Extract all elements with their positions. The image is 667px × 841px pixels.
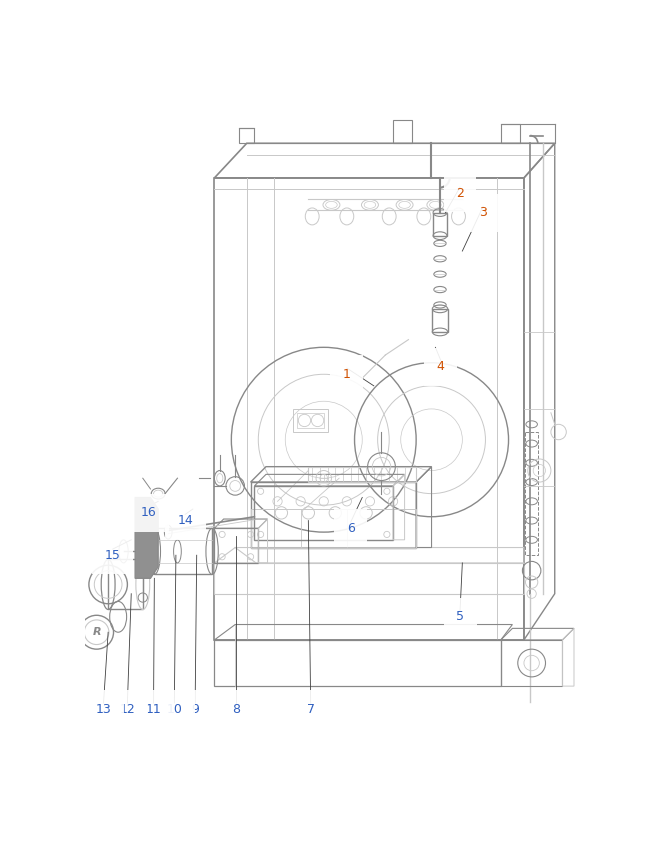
Text: 4: 4: [437, 360, 445, 373]
Text: 8: 8: [232, 703, 240, 716]
Bar: [293, 409, 327, 432]
Text: 12: 12: [119, 703, 135, 716]
Text: 15: 15: [105, 548, 121, 562]
Text: 2: 2: [456, 187, 464, 200]
Text: 16: 16: [140, 506, 156, 520]
Text: R: R: [92, 627, 101, 637]
Text: 3: 3: [479, 206, 487, 219]
Text: 1: 1: [343, 368, 351, 381]
Text: 6: 6: [347, 521, 355, 535]
Text: 13: 13: [95, 703, 111, 716]
Bar: [251, 509, 416, 547]
Bar: [297, 413, 323, 428]
Text: 11: 11: [145, 703, 161, 716]
Text: 14: 14: [177, 514, 193, 527]
Text: 10: 10: [167, 703, 182, 716]
Text: 5: 5: [456, 611, 464, 623]
Text: 7: 7: [307, 703, 315, 716]
Text: 9: 9: [191, 703, 199, 716]
Polygon shape: [135, 498, 158, 579]
Bar: [526, 432, 538, 555]
